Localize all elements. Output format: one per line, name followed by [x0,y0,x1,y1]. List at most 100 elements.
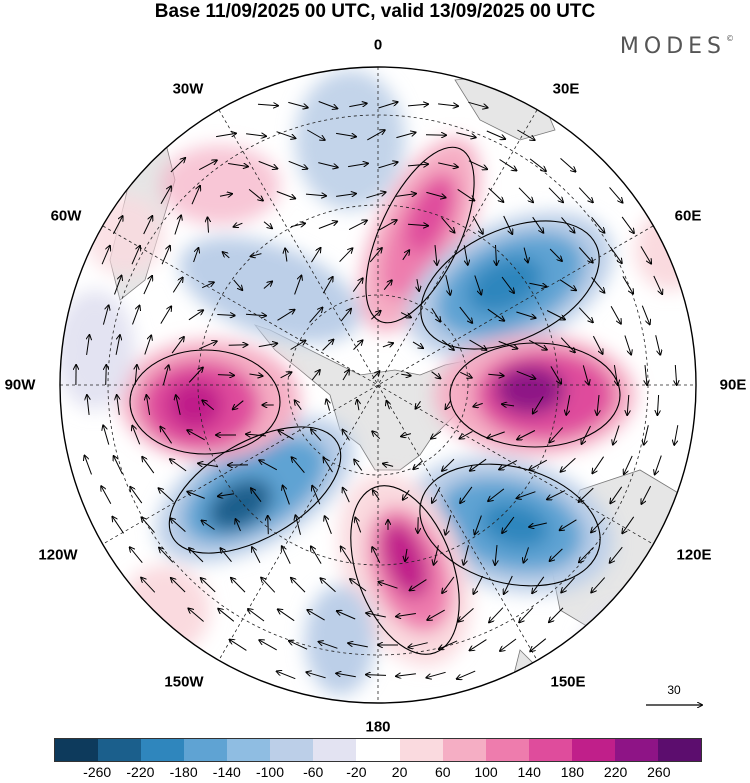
wind-vector [529,283,546,286]
wind-vector [426,671,446,677]
wind-vector [591,517,606,533]
wind-vector [223,252,230,259]
wind-vector [517,129,534,140]
wind-vector [307,129,324,140]
wind-vector [309,308,323,323]
wind-vector [188,310,203,321]
colorbar-box [313,739,357,761]
wind-vector [655,335,661,354]
wind-vector [130,547,143,564]
wind-vector [548,187,563,202]
wind-vector [193,248,199,263]
wind-vector [339,248,353,263]
wind-vector [217,315,234,316]
wind-vector [159,488,174,503]
wind-vector [257,104,278,105]
colorbar-box [141,739,185,761]
colorbar-label: -220 [126,764,155,780]
wind-vector [268,516,269,535]
wind-vector [473,403,483,406]
wind-vector [464,545,469,564]
wind-vector [202,400,215,411]
wind-vector [114,276,122,295]
wind-vector [219,194,232,196]
wind-vector [412,341,423,348]
wind-vector [470,458,487,471]
wind-vector [216,133,236,136]
wind-vector [597,395,599,415]
modes-logo: MODES© [620,34,734,59]
wind-vector [142,457,155,474]
wind-vector [627,394,629,415]
colorbar-labels: -260 -220 -180 -140 -100 -60 -20 20 60 100 140 180 2… [54,764,702,782]
wind-vector [259,460,278,471]
wind-vector [117,395,120,415]
wind-vector [674,425,679,445]
wind-vector [354,460,363,471]
wind-vector [613,425,620,445]
wind-vector [516,370,536,378]
wind-vector [336,194,356,197]
wind-vector [533,396,544,414]
colorbar-box [227,739,271,761]
wind-vector [336,673,356,678]
wind-vector [176,395,181,415]
wind-vector [469,339,487,350]
wind-vector [378,102,397,109]
wind-vector [199,341,216,350]
wind-vector [550,366,561,383]
wind-vector [624,335,631,355]
wind-vector [325,516,332,534]
wind-vector [218,609,235,622]
wind-vector [460,430,473,438]
wind-vector [516,311,535,318]
wind-vector [188,609,204,622]
wind-vector [622,276,633,293]
reference-vector-label: 30 [667,683,681,697]
wind-vector [372,371,380,380]
wind-vector [387,401,390,410]
wind-vector [159,548,174,563]
wind-vector [487,431,505,438]
wind-vector [445,515,452,534]
wind-vector [546,310,565,320]
wind-vector [348,643,368,648]
wind-vector [457,670,476,679]
wind-vector [609,187,623,202]
wind-vector [348,220,367,231]
wind-vector [624,455,633,474]
wind-vector [296,515,301,535]
wind-vector [431,371,441,379]
wind-vector [202,521,215,530]
wind-vector [321,578,336,593]
wind-vector [610,306,621,323]
wind-vector [438,104,458,106]
wind-vector [401,374,410,375]
wind-vector [290,223,305,226]
wind-vector [307,610,325,621]
wind-vector [366,675,387,676]
wind-vector [578,187,593,203]
wind-vector [367,130,384,141]
wind-vector [288,160,308,168]
wind-vector [171,518,186,532]
wind-vector [460,486,473,503]
wind-vector [561,577,576,593]
colorbar-label: -20 [346,764,367,780]
wind-vector [131,246,140,265]
wind-vector [201,282,214,289]
wind-vector [322,277,332,294]
colorbar-label: 220 [603,764,628,780]
colorbar-box [55,739,99,761]
wind-vector [614,365,617,385]
wind-vector [655,455,662,475]
wind-vector [383,280,392,291]
lon-label-0: 0 [373,36,383,54]
wind-vector [446,400,451,409]
colorbar-box [485,739,529,761]
wind-vector [407,104,428,106]
wind-vector [488,187,504,202]
wind-vector [396,674,416,676]
wind-vector [499,159,517,171]
